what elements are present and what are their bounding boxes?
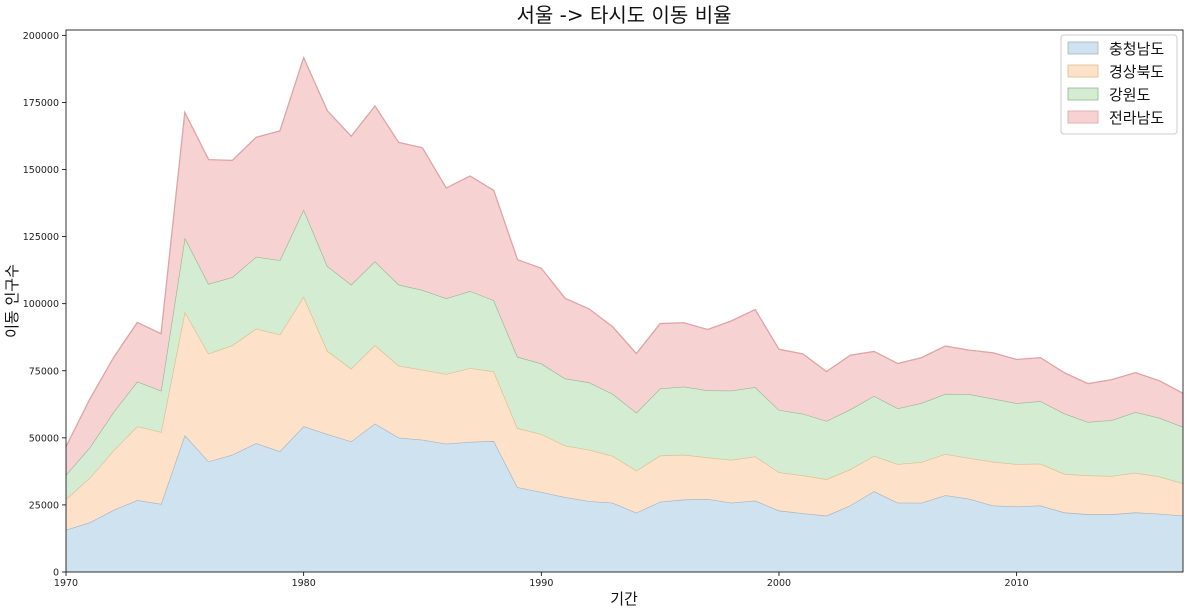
x-tick-label: 2010 xyxy=(1005,578,1029,589)
legend-swatch xyxy=(1067,87,1099,101)
legend-label: 충청남도 xyxy=(1109,40,1164,58)
chart-title: 서울 -> 타시도 이동 비율 xyxy=(516,3,731,27)
x-tick-label: 1970 xyxy=(54,578,78,589)
y-tick-label: 75000 xyxy=(29,366,59,377)
x-tick-label: 2000 xyxy=(767,578,791,589)
x-tick-label: 1990 xyxy=(529,578,553,589)
legend-swatch xyxy=(1067,41,1099,55)
y-tick-label: 50000 xyxy=(29,433,59,444)
y-tick-label: 175000 xyxy=(23,98,59,109)
legend-label: 전라남도 xyxy=(1109,109,1164,127)
area-series-2 xyxy=(66,296,1183,530)
area-series-4-edge xyxy=(65,55,1184,447)
legend-box xyxy=(1060,34,1178,135)
y-axis-ticks: 0 25000 50000 75000 100000 125000 150000 175000… xyxy=(23,31,66,579)
x-axis-ticks: 1970 1980 1990 2000 2010 xyxy=(54,572,1029,589)
y-tick-label: 0 xyxy=(53,568,59,579)
area-series-3 xyxy=(66,209,1183,500)
plot-frame xyxy=(65,29,1184,573)
stacked-areas xyxy=(65,55,1184,572)
area-series-4 xyxy=(66,57,1183,475)
y-tick-label: 200000 xyxy=(23,31,59,42)
legend-swatch xyxy=(1067,110,1099,124)
y-tick-label: 125000 xyxy=(23,232,59,243)
x-axis-title: 기간 xyxy=(610,590,638,608)
area-series-1 xyxy=(66,423,1183,572)
y-axis-title: 이동 인구수 xyxy=(3,264,21,338)
y-tick-label: 25000 xyxy=(29,500,59,511)
legend-label: 강원도 xyxy=(1109,86,1151,104)
legend-swatch xyxy=(1067,64,1099,78)
y-tick-label: 100000 xyxy=(23,299,59,310)
x-tick-label: 1980 xyxy=(292,578,316,589)
legend-label: 경상북도 xyxy=(1109,63,1164,81)
y-tick-label: 150000 xyxy=(23,165,59,176)
